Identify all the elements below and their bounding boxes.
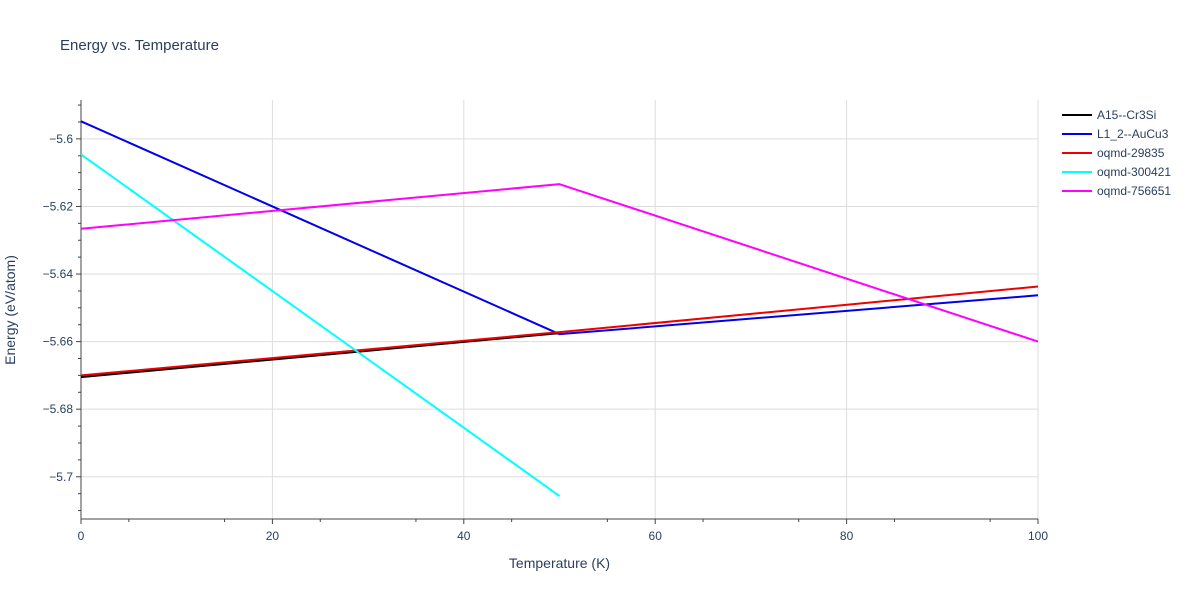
y-tick-label: −5.68 <box>43 402 74 416</box>
y-tick-label: −5.62 <box>43 199 74 213</box>
series-line-oqmd-29835 <box>80 285 1039 377</box>
series-line-L1_2--AuCu3 <box>80 120 1039 336</box>
legend-label: oqmd-756651 <box>1097 184 1171 198</box>
legend-item[interactable]: oqmd-29835 <box>1062 146 1165 160</box>
x-tick-label: 100 <box>1028 529 1048 543</box>
series-lines <box>80 120 1039 497</box>
legend-label: oqmd-300421 <box>1097 165 1171 179</box>
axis-ticks: 0 20 40 60 80 100 −5.7 −5.68 −5.66 −5.64 −5.62 −5.6 <box>43 100 1048 543</box>
series-line-oqmd-756651 <box>80 183 1039 343</box>
grid-lines <box>81 100 1039 519</box>
legend-label: A15--Cr3Si <box>1097 108 1156 122</box>
legend-label: L1_2--AuCu3 <box>1097 127 1169 141</box>
y-tick-label: −5.66 <box>43 335 74 349</box>
y-axis-title: Energy (eV/atom) <box>2 255 18 365</box>
x-tick-label: 80 <box>840 529 854 543</box>
y-tick-label: −5.6 <box>49 132 73 146</box>
y-tick-label: −5.7 <box>49 470 73 484</box>
x-tick-label: 20 <box>266 529 280 543</box>
series-line-A15--Cr3Si <box>80 332 560 379</box>
legend-label: oqmd-29835 <box>1097 146 1165 160</box>
legend[interactable]: A15--Cr3Si L1_2--AuCu3 oqmd-29835 oqmd-3004… <box>1062 108 1171 198</box>
chart-title: Energy vs. Temperature <box>60 37 219 54</box>
x-axis-title: Temperature (K) <box>509 555 610 571</box>
y-tick-label: −5.64 <box>43 267 74 281</box>
series-line-oqmd-300421 <box>80 153 561 497</box>
legend-item[interactable]: L1_2--AuCu3 <box>1062 127 1169 141</box>
x-tick-label: 40 <box>457 529 471 543</box>
legend-item[interactable]: oqmd-756651 <box>1062 184 1171 198</box>
x-tick-label: 0 <box>78 529 85 543</box>
x-tick-label: 60 <box>649 529 663 543</box>
legend-item[interactable]: oqmd-300421 <box>1062 165 1171 179</box>
legend-item[interactable]: A15--Cr3Si <box>1062 108 1156 122</box>
